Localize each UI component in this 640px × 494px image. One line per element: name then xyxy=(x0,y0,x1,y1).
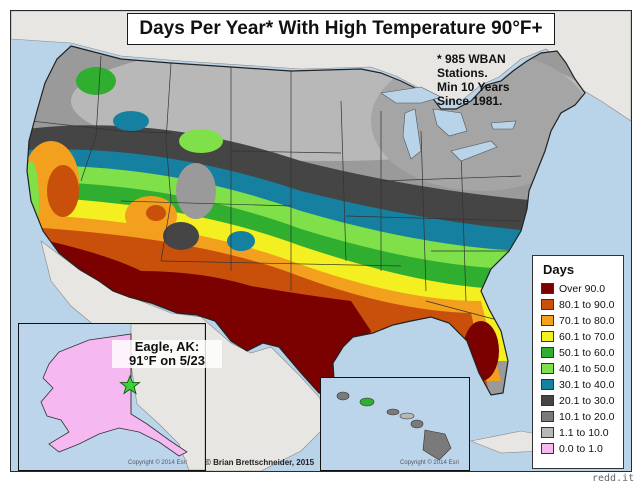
legend-label: 20.1 to 30.0 xyxy=(559,394,615,407)
legend-label: 50.1 to 60.0 xyxy=(559,346,615,359)
hawaii-inset xyxy=(320,377,470,471)
legend-item: 20.1 to 30.0 xyxy=(541,393,614,408)
great-lakes xyxy=(380,86,517,162)
legend-item: 10.1 to 20.0 xyxy=(541,409,614,424)
eagle-ak-record: 91°F on 5/23 xyxy=(128,353,205,368)
legend-swatch xyxy=(541,347,554,358)
legend-item: 80.1 to 90.0 xyxy=(541,297,614,312)
legend-label: 60.1 to 70.0 xyxy=(559,330,615,343)
legend-label: 30.1 to 40.0 xyxy=(559,378,615,391)
map-title-text: Days Per Year* With High Temperature 90°… xyxy=(139,18,543,39)
legend-item: 0.0 to 1.0 xyxy=(541,441,603,456)
author-credit: © Brian Brettschneider, 2015 xyxy=(205,458,315,467)
station-note-line-4: Since 1981. xyxy=(437,94,503,108)
legend-swatch xyxy=(541,427,554,438)
legend-item: 30.1 to 40.0 xyxy=(541,377,614,392)
station-note: * 985 WBAN Stations. Min 10 Years Since … xyxy=(437,52,537,108)
alaska-inset xyxy=(18,323,206,471)
hawaii-copyright: Copyright © 2014 Esri xyxy=(400,460,459,466)
station-note-line-1: * 985 WBAN xyxy=(437,52,506,66)
legend-swatch xyxy=(541,363,554,374)
legend-label: 70.1 to 80.0 xyxy=(559,314,615,327)
station-note-line-2: Stations. xyxy=(437,66,488,80)
legend-item: 70.1 to 80.0 xyxy=(541,313,614,328)
eagle-star-icon xyxy=(119,374,141,395)
source-watermark: redd.it xyxy=(592,473,635,484)
hawaii-islands xyxy=(336,391,452,461)
legend-label: 40.1 to 50.0 xyxy=(559,362,615,375)
legend-item: 50.1 to 60.0 xyxy=(541,345,614,360)
legend-swatch xyxy=(541,283,554,294)
legend-title: Days xyxy=(543,262,575,277)
state-borders xyxy=(30,55,522,322)
legend-label: 10.1 to 20.0 xyxy=(559,410,615,423)
legend-item: Over 90.0 xyxy=(541,281,605,296)
legend: Days Over 90.0 80.1 to 90.0 70.1 to 80.0… xyxy=(532,255,624,469)
hawaii-map xyxy=(336,391,452,461)
station-note-line-3: Min 10 Years xyxy=(437,80,510,94)
legend-swatch xyxy=(541,315,554,326)
legend-item: 1.1 to 10.0 xyxy=(541,425,609,440)
eagle-ak-name: Eagle, AK: xyxy=(134,339,200,354)
legend-label: Over 90.0 xyxy=(559,282,606,295)
legend-swatch xyxy=(541,443,554,454)
legend-item: 40.1 to 50.0 xyxy=(541,361,614,376)
legend-label: 80.1 to 90.0 xyxy=(559,298,615,311)
legend-label: 0.0 to 1.0 xyxy=(559,442,603,455)
alaska-land xyxy=(40,333,188,457)
legend-swatch xyxy=(541,379,554,390)
map-title: Days Per Year* With High Temperature 90°… xyxy=(127,13,555,45)
eagle-ak-label: Eagle, AK: 91°F on 5/23 xyxy=(112,340,222,368)
alaska-copyright: Copyright © 2014 Esri xyxy=(128,460,187,466)
legend-swatch xyxy=(541,411,554,422)
legend-swatch xyxy=(541,395,554,406)
legend-item: 60.1 to 70.0 xyxy=(541,329,614,344)
us-outline xyxy=(26,45,586,398)
legend-label: 1.1 to 10.0 xyxy=(559,426,609,439)
legend-swatch xyxy=(541,299,554,310)
legend-swatch xyxy=(541,331,554,342)
